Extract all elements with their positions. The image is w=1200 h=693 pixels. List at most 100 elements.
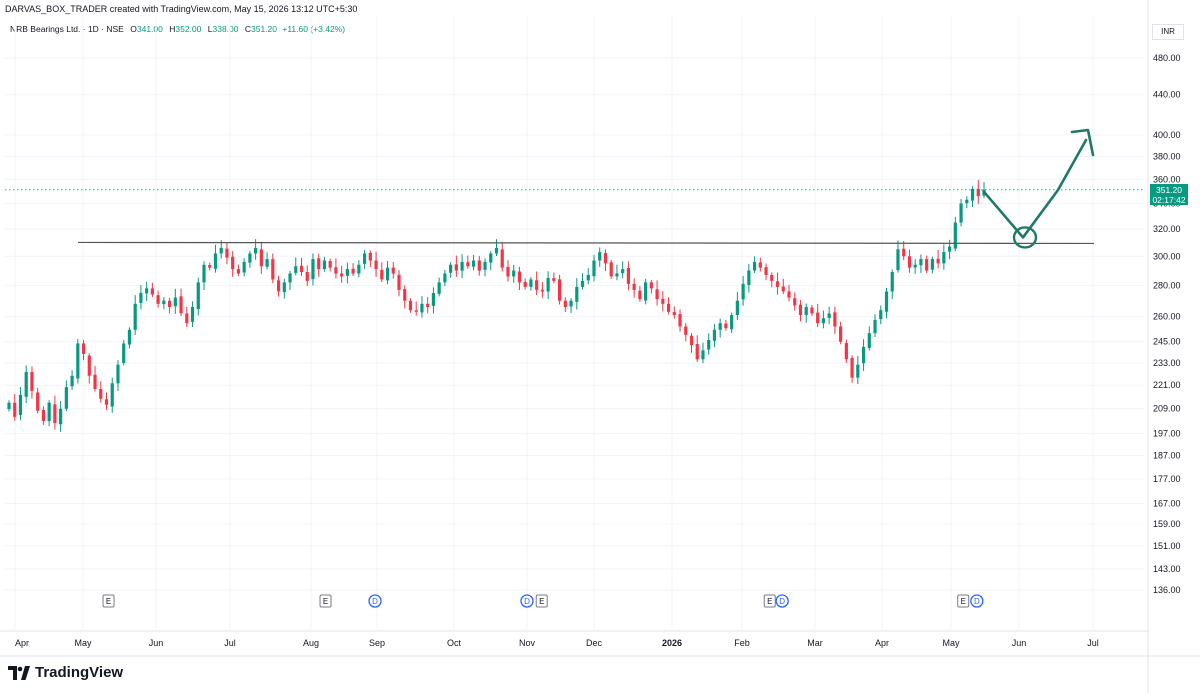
candle-body [563, 300, 567, 308]
candle-body [414, 310, 418, 312]
dividend-marker-label: D [779, 597, 785, 606]
candle-body [18, 394, 23, 416]
candle-body [99, 389, 103, 399]
candle-body [408, 300, 413, 311]
candle-body [13, 402, 17, 417]
candle-body [793, 298, 797, 306]
candle-body [666, 303, 671, 312]
candle-body [655, 289, 659, 300]
dividend-marker-label: D [974, 597, 980, 606]
candle-body [552, 278, 556, 281]
candle-body [517, 271, 522, 283]
candle-body [471, 260, 476, 267]
candle-body [810, 307, 814, 314]
candle-body [185, 313, 189, 324]
candle-body [334, 267, 338, 274]
tradingview-logo[interactable]: TradingView [8, 664, 123, 681]
y-tick-label: 400.00 [1153, 130, 1181, 140]
retest-circle [1012, 226, 1038, 249]
x-tick-label: Jun [1012, 638, 1027, 648]
candle-body [925, 259, 929, 271]
candle-body [110, 383, 114, 407]
candle-body [288, 273, 292, 283]
arrow-head [1070, 128, 1095, 157]
candle-body [202, 264, 206, 283]
symbol-name[interactable]: NRB Bearings Ltd. · 1D · NSE [10, 24, 124, 34]
candle-body [632, 283, 636, 290]
candle-body [775, 281, 780, 287]
candle-body [294, 266, 298, 273]
candle-body [431, 292, 436, 306]
x-tick-label: 2026 [662, 638, 682, 648]
candle-body [827, 313, 831, 318]
y-tick-label: 245.00 [1153, 337, 1181, 347]
x-tick-label: Feb [734, 638, 750, 648]
candle-body [638, 290, 642, 300]
y-tick-label: 440.00 [1153, 90, 1181, 100]
candle-body [357, 264, 361, 274]
candle-body [758, 262, 762, 268]
high-value: 352.00 [175, 24, 202, 34]
candle-body [535, 280, 539, 290]
candle-body [70, 375, 74, 387]
currency-label[interactable]: INR [1152, 24, 1184, 40]
low-label: L [207, 24, 213, 34]
dividend-marker [970, 594, 984, 608]
x-tick-label: Jul [1087, 638, 1099, 648]
candle-body [850, 357, 854, 378]
candle-body [947, 246, 952, 252]
candle-body [707, 339, 711, 350]
candle-body [970, 188, 975, 201]
candlestick-series [7, 180, 986, 432]
candle-body [397, 274, 401, 290]
candle-body [76, 343, 80, 379]
tradingview-logo-text: TradingView [35, 664, 124, 681]
candle-body [127, 329, 132, 345]
candle-body [867, 333, 871, 349]
candle-body [781, 286, 785, 292]
candle-body [741, 283, 745, 300]
x-tick-label: May [942, 638, 960, 648]
candle-body [282, 282, 286, 293]
candle-body [649, 282, 653, 289]
candle-body [179, 296, 183, 314]
earnings-marker-label: E [961, 597, 966, 606]
symbol-legend[interactable]: NRB Bearings Ltd. · 1D · NSE O341.00 H35… [10, 24, 345, 34]
candle-body [219, 247, 223, 254]
candle-body [248, 253, 252, 263]
y-tick-label: 187.00 [1153, 451, 1181, 461]
x-tick-label: Oct [447, 638, 462, 648]
earnings-marker-label: E [323, 597, 328, 606]
candle-body [254, 247, 258, 254]
candle-body [24, 372, 28, 397]
candle-body [403, 289, 407, 301]
candle-body [953, 222, 957, 249]
x-tick-label: Nov [519, 638, 536, 648]
candle-body [902, 248, 906, 257]
close-value: 351.20 [251, 24, 277, 34]
candle-body [816, 312, 820, 324]
candle-body [116, 364, 120, 384]
candle-body [259, 249, 263, 267]
candle-body [735, 300, 739, 316]
candle-body [47, 402, 51, 422]
candle-body [64, 387, 68, 409]
candle-body [804, 307, 808, 316]
low-value: 338.00 [212, 24, 239, 34]
x-tick-label: Dec [586, 638, 603, 648]
candle-body [236, 269, 241, 274]
candle-body [36, 392, 40, 411]
candle-body [276, 280, 281, 292]
candle-body [540, 289, 544, 292]
candle-body [311, 259, 315, 280]
candle-body [718, 323, 722, 330]
candle-body [150, 288, 154, 295]
candle-body [420, 303, 424, 313]
candle-body [162, 300, 166, 305]
tradingview-logo-icon [8, 665, 30, 680]
candle-body [575, 286, 579, 302]
candle-body [798, 304, 803, 316]
candle-body [494, 247, 499, 254]
level-lines [5, 189, 1145, 245]
